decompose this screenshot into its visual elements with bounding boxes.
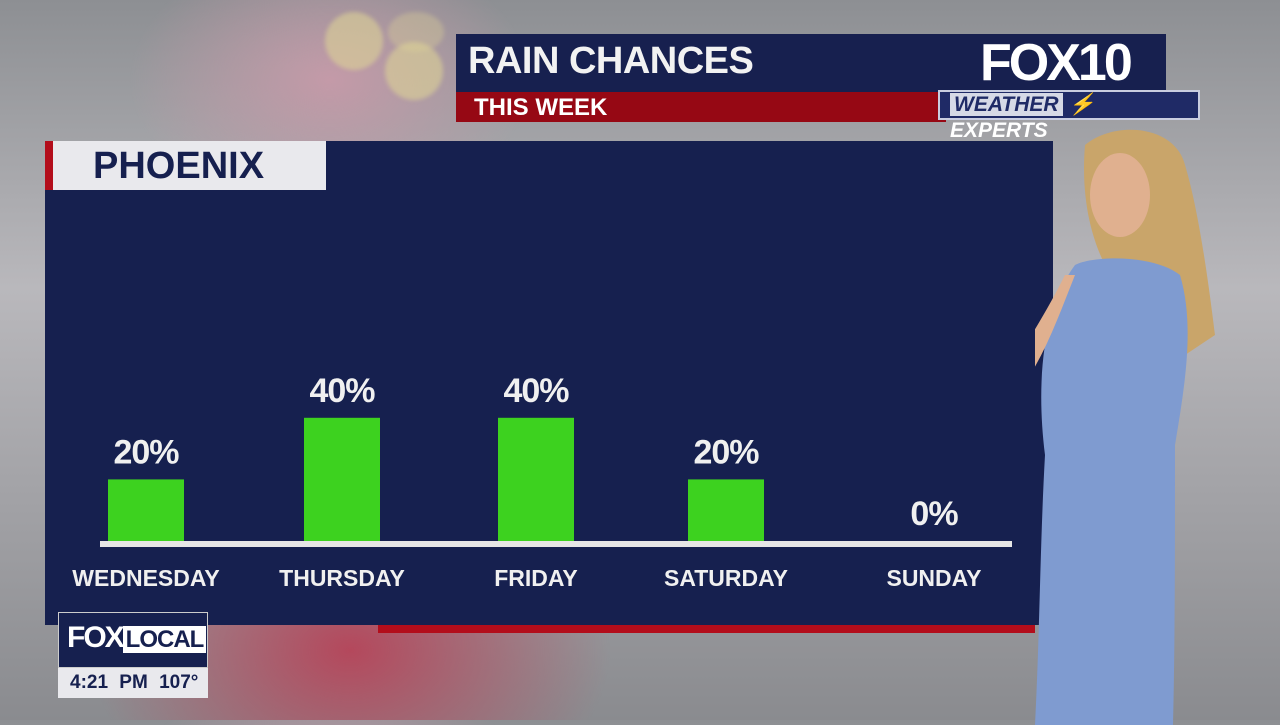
clock-time: 4:21 PM	[70, 672, 148, 693]
bokeh-light	[325, 12, 383, 70]
data-label: 20%	[113, 433, 179, 471]
current-temperature: 107°	[159, 672, 199, 693]
fox-text: FOX	[67, 621, 125, 654]
category-label: FRIDAY	[494, 565, 578, 591]
subtitle: THIS WEEK	[474, 94, 608, 121]
category-label: SUNDAY	[886, 565, 981, 591]
bar-wednesday	[108, 479, 184, 541]
time-temp: 4:21 PM 107°	[58, 668, 208, 698]
location-label: PHOENIX	[45, 141, 326, 190]
data-label: 0%	[910, 495, 958, 533]
data-label: 40%	[503, 372, 569, 410]
data-label: 20%	[693, 433, 759, 471]
bar-friday	[498, 417, 574, 541]
city-name: PHOENIX	[93, 145, 265, 187]
weather-experts-logo: WEATHER ⚡ EXPERTS	[938, 90, 1200, 142]
data-label: 40%	[309, 372, 375, 410]
fox-local-bug: FOX LOCAL 4:21 PM 107°	[58, 612, 208, 698]
bar-thursday	[304, 417, 380, 541]
lightning-icon: ⚡	[1068, 93, 1095, 116]
header-banner: RAIN CHANCES	[456, 34, 1166, 92]
bokeh-light	[388, 12, 444, 52]
fox10-logo: FOX10	[980, 34, 1133, 92]
subtitle-banner: THIS WEEK	[456, 92, 946, 122]
category-label: SATURDAY	[664, 565, 788, 591]
fox-local-logo: FOX LOCAL	[58, 612, 208, 668]
weather-text: WEATHER	[950, 93, 1063, 116]
page-title: RAIN CHANCES	[468, 40, 754, 82]
experts-text: EXPERTS	[950, 119, 1048, 142]
chart-baseline	[100, 541, 1012, 547]
bar-saturday	[688, 479, 764, 541]
category-label: WEDNESDAY	[72, 565, 219, 591]
accent-line	[378, 625, 1035, 633]
bokeh-light	[385, 42, 443, 100]
presenter	[1035, 129, 1215, 725]
local-text: LOCAL	[122, 626, 207, 653]
category-label: THURSDAY	[279, 565, 405, 591]
